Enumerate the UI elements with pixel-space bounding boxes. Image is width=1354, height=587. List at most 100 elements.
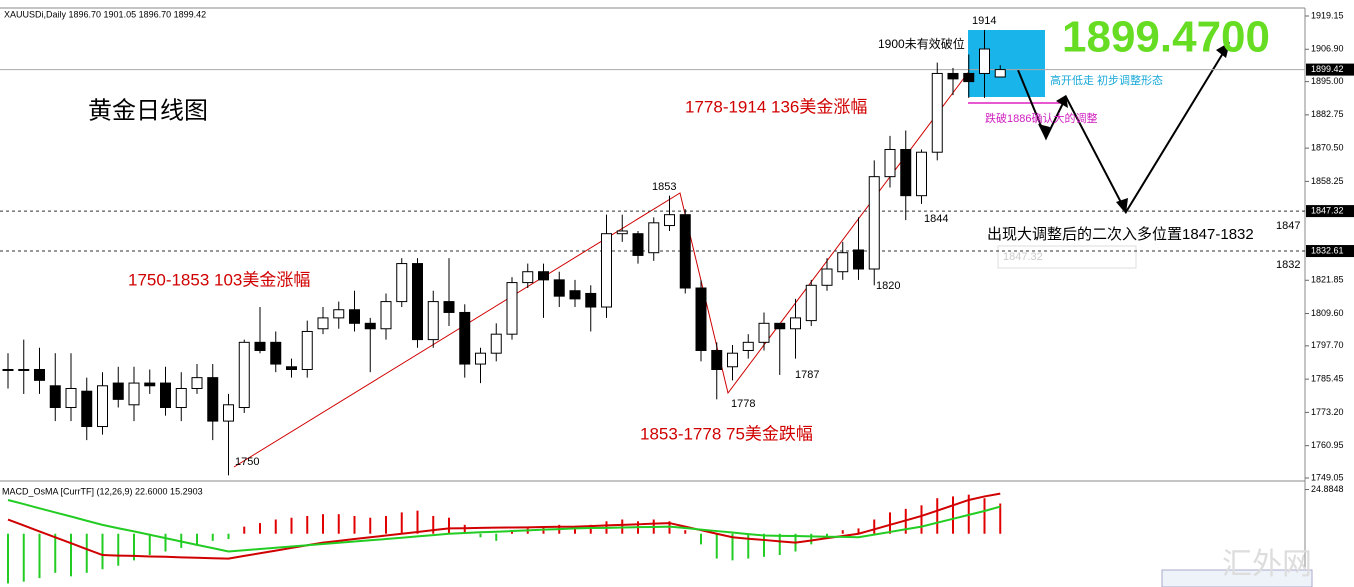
candle-body bbox=[947, 72, 959, 80]
candle-body bbox=[837, 252, 849, 273]
candle-body bbox=[742, 341, 754, 351]
annotation: 1844 bbox=[924, 213, 948, 225]
candle-body bbox=[884, 148, 896, 178]
candle-body bbox=[585, 292, 597, 308]
candle-body bbox=[270, 341, 282, 365]
level-label: 1847.32 bbox=[1311, 205, 1344, 215]
candle-body bbox=[301, 330, 313, 370]
candle-body bbox=[553, 279, 565, 297]
candle-body bbox=[994, 69, 1006, 78]
candle-body bbox=[963, 72, 975, 83]
candle-body bbox=[49, 385, 61, 409]
candle-body bbox=[727, 352, 738, 368]
candle-body bbox=[522, 271, 534, 284]
candle-body bbox=[790, 317, 801, 330]
candle-body bbox=[632, 233, 644, 256]
annotation: 黄金日线图 bbox=[88, 97, 208, 124]
y-tick-label: 1919.15 bbox=[1311, 10, 1344, 20]
candle-body bbox=[821, 268, 833, 286]
candle-body bbox=[2, 368, 14, 371]
candle-body bbox=[664, 214, 675, 227]
y-tick-label: 1882.75 bbox=[1311, 109, 1344, 119]
annotation: 1914 bbox=[972, 15, 996, 27]
candle-body bbox=[128, 382, 140, 406]
y-tick-label: 1785.45 bbox=[1311, 374, 1344, 384]
candle-body bbox=[175, 388, 187, 409]
annotation: 1899.4700 bbox=[1062, 13, 1270, 62]
candle-body bbox=[349, 309, 360, 324]
level-label-bg bbox=[1306, 205, 1354, 218]
annotation: 1847 bbox=[1276, 220, 1300, 232]
symbol-header: XAUUSDi,Daily 1896.70 1901.05 1896.70 18… bbox=[4, 9, 206, 19]
arrow-head bbox=[1216, 42, 1230, 58]
annotation: 1832 bbox=[1276, 259, 1300, 271]
candle-body bbox=[490, 333, 502, 354]
annotation: 1778 bbox=[731, 398, 755, 410]
annotation: 1847.32 bbox=[1003, 251, 1043, 263]
candle-body bbox=[805, 284, 817, 322]
candle-body bbox=[459, 311, 471, 365]
candle-body bbox=[412, 263, 423, 341]
candle-body bbox=[191, 377, 203, 390]
annotation: 1900未有效破位 bbox=[878, 36, 965, 51]
candle-body bbox=[97, 385, 108, 428]
candle-body bbox=[774, 322, 786, 330]
candle-body bbox=[538, 271, 549, 281]
y-tick-label: 24.8848 bbox=[1311, 484, 1344, 494]
candle-body bbox=[427, 301, 439, 341]
annotation: 1853 bbox=[652, 181, 676, 193]
candle-body bbox=[112, 382, 124, 400]
y-tick-label: 1797.70 bbox=[1311, 340, 1344, 350]
candle-body bbox=[506, 282, 518, 335]
y-tick-label: 1870.50 bbox=[1311, 143, 1344, 153]
candle-body bbox=[286, 366, 297, 370]
annotation: 1778-1914 136美金涨幅 bbox=[685, 97, 867, 116]
candle-body bbox=[238, 341, 250, 409]
candle-body bbox=[81, 390, 93, 428]
y-tick-label: 1895.00 bbox=[1311, 76, 1344, 86]
annotation: 1820 bbox=[876, 280, 900, 292]
candle-body bbox=[868, 176, 880, 270]
annotation: 高开低走 初步调整形态 bbox=[1050, 73, 1163, 87]
annotation: 1750-1853 103美金涨幅 bbox=[128, 270, 310, 289]
candle-body bbox=[853, 249, 864, 270]
indicator-title: MACD_OsMA [CurrTF] (12,26,9) 22.6000 15.… bbox=[2, 486, 203, 496]
annotation: 1750 bbox=[235, 456, 259, 468]
candle-body bbox=[648, 222, 660, 254]
candle-body bbox=[979, 48, 990, 74]
level-label-bg bbox=[1306, 245, 1354, 258]
candle-body bbox=[160, 382, 171, 409]
candle-body bbox=[758, 322, 770, 343]
y-tick-label: 1809.60 bbox=[1311, 308, 1344, 318]
level-label: 1899.42 bbox=[1311, 64, 1344, 74]
annotation: 出现大调整后的二次入多位置1847-1832 bbox=[987, 226, 1254, 243]
candle-body bbox=[34, 368, 45, 381]
candle-body bbox=[695, 287, 707, 351]
candle-body bbox=[223, 404, 234, 422]
candle-body bbox=[364, 322, 376, 330]
annotation: 1853-1778 75美金跌幅 bbox=[640, 424, 813, 443]
candle-body bbox=[333, 309, 345, 319]
candle-body bbox=[475, 352, 486, 365]
candle-body bbox=[931, 72, 943, 153]
candle-body bbox=[443, 301, 455, 313]
candle-body bbox=[207, 377, 219, 422]
arrow-head bbox=[1116, 198, 1128, 214]
candle-body bbox=[916, 151, 927, 197]
candle-body bbox=[569, 290, 581, 300]
y-tick-label: 1821.85 bbox=[1311, 275, 1344, 285]
annotation: 1787 bbox=[795, 369, 819, 381]
candle-body bbox=[380, 301, 392, 330]
annotation: 跌破1886确认大的调整 bbox=[985, 111, 1097, 125]
candle-body bbox=[144, 382, 156, 387]
indicator-line bbox=[7, 499, 1001, 553]
toolbar-bg bbox=[1161, 569, 1313, 587]
y-tick-label: 1749.05 bbox=[1311, 472, 1344, 482]
annotation: 汇外网 bbox=[1222, 548, 1312, 581]
candle-body bbox=[65, 388, 77, 409]
candle-body bbox=[900, 148, 912, 197]
toolbar bbox=[1161, 569, 1313, 587]
candle-body bbox=[616, 230, 628, 235]
